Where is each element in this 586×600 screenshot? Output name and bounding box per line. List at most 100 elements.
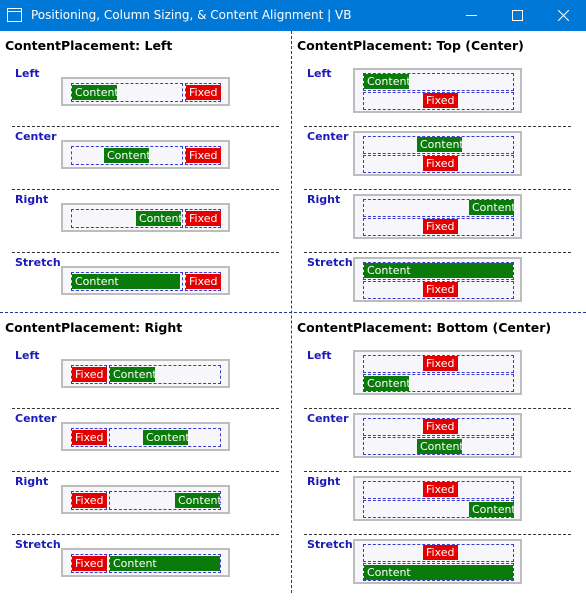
- row-separator: [304, 189, 571, 190]
- window-title: Positioning, Column Sizing, & Content Al…: [31, 8, 352, 22]
- sample-frame: Fixed Content: [353, 350, 522, 395]
- fixed-box: Fixed: [186, 148, 221, 163]
- quadrant-placement-top: ContentPlacement: Top (Center) Left Cont…: [292, 31, 583, 312]
- content-box: Content: [72, 85, 119, 100]
- row-stretch: Stretch Content Fixed: [292, 255, 583, 318]
- sample-frame: Fixed Content: [353, 413, 522, 458]
- maximize-button[interactable]: [494, 0, 540, 31]
- row-separator: [304, 252, 571, 253]
- row-separator: [12, 189, 279, 190]
- sample-frame: Content Fixed: [353, 194, 522, 239]
- quadrant-title: ContentPlacement: Bottom (Center): [297, 320, 552, 335]
- content-box: Content: [469, 200, 516, 215]
- content-cell: [71, 209, 183, 228]
- row-label: Left: [307, 67, 332, 80]
- content-box: Content: [469, 502, 516, 517]
- fixed-box: Fixed: [186, 211, 221, 226]
- sample-frame: Fixed Content: [61, 548, 230, 577]
- row-label: Stretch: [307, 256, 353, 269]
- row-label: Left: [15, 349, 40, 362]
- row-left: Left Fixed Content: [0, 348, 291, 411]
- row-label: Right: [307, 475, 341, 488]
- title-bar: Positioning, Column Sizing, & Content Al…: [0, 0, 586, 31]
- content-box: Content: [417, 439, 464, 454]
- close-icon: [557, 10, 569, 21]
- fixed-box: Fixed: [186, 274, 221, 289]
- row-separator: [12, 534, 279, 535]
- fixed-cell: [363, 355, 514, 373]
- content-cell: [363, 136, 514, 154]
- minimize-button[interactable]: [448, 0, 494, 31]
- quadrant-placement-right: ContentPlacement: Right Left Fixed Conte…: [0, 313, 291, 594]
- row-separator: [12, 471, 279, 472]
- row-center: Center Fixed Content: [0, 411, 291, 474]
- row-center: Center Fixed Content: [292, 411, 583, 474]
- content-cell: [109, 554, 221, 573]
- close-button[interactable]: [540, 0, 586, 31]
- content-box: Content: [143, 430, 190, 445]
- app-icon: [7, 8, 22, 22]
- fixed-cell: [363, 92, 514, 110]
- fixed-box: Fixed: [423, 482, 458, 497]
- content-cell: [363, 262, 514, 280]
- fixed-cell: [363, 418, 514, 436]
- row-center: Center Content Fixed: [0, 129, 291, 192]
- content-box: Content: [104, 148, 151, 163]
- content-cell: [363, 563, 514, 581]
- content-cell: [363, 374, 514, 392]
- maximize-icon: [511, 10, 523, 21]
- content-cell: [363, 437, 514, 455]
- minimize-icon: [465, 15, 477, 16]
- content-cell: [71, 272, 183, 291]
- fixed-box: Fixed: [423, 356, 458, 371]
- content-box: Content: [110, 556, 220, 571]
- content-box: Content: [364, 565, 513, 580]
- sample-frame: Fixed Content: [353, 539, 522, 584]
- fixed-box: Fixed: [72, 556, 107, 571]
- horizontal-divider: [0, 312, 586, 313]
- sample-frame: Content Fixed: [353, 257, 522, 302]
- row-separator: [12, 252, 279, 253]
- sample-frame: Content Fixed: [61, 77, 230, 106]
- content-cell: [71, 146, 183, 165]
- sample-frame: Content Fixed: [61, 140, 230, 169]
- row-label: Stretch: [307, 538, 353, 551]
- fixed-cell: [363, 155, 514, 173]
- fixed-cell: [363, 218, 514, 236]
- row-label: Center: [15, 130, 57, 143]
- content-cell: [71, 83, 183, 102]
- sample-frame: Fixed Content: [61, 359, 230, 388]
- row-left: Left Content Fixed: [292, 66, 583, 129]
- content-box: Content: [364, 74, 411, 89]
- fixed-box: Fixed: [72, 430, 107, 445]
- content-box: Content: [364, 376, 411, 391]
- row-right: Right Content Fixed: [292, 192, 583, 255]
- sample-frame: Fixed Content: [353, 476, 522, 521]
- content-cell: [109, 491, 221, 510]
- quadrant-placement-left: ContentPlacement: Left Left Content Fixe…: [0, 31, 291, 312]
- row-label: Right: [15, 475, 49, 488]
- quadrant-title: ContentPlacement: Right: [5, 320, 183, 335]
- row-separator: [304, 126, 571, 127]
- sample-frame: Fixed Content: [61, 422, 230, 451]
- content-cell: [109, 365, 221, 384]
- fixed-cell: [363, 481, 514, 499]
- fixed-cell: [363, 281, 514, 299]
- row-label: Stretch: [15, 256, 61, 269]
- row-label: Stretch: [15, 538, 61, 551]
- content-box: Content: [364, 263, 513, 278]
- sample-frame: Content Fixed: [61, 266, 230, 295]
- content-cell: [109, 428, 221, 447]
- content-box: Content: [110, 367, 157, 382]
- quadrant-title: ContentPlacement: Left: [5, 38, 173, 53]
- row-stretch: Stretch Fixed Content: [292, 537, 583, 600]
- row-label: Center: [307, 130, 349, 143]
- row-label: Right: [307, 193, 341, 206]
- row-label: Center: [15, 412, 57, 425]
- content-box: Content: [72, 274, 180, 289]
- row-label: Left: [307, 349, 332, 362]
- sample-frame: Content Fixed: [61, 203, 230, 232]
- row-stretch: Stretch Fixed Content: [0, 537, 291, 600]
- row-label: Right: [15, 193, 49, 206]
- row-right: Right Fixed Content: [292, 474, 583, 537]
